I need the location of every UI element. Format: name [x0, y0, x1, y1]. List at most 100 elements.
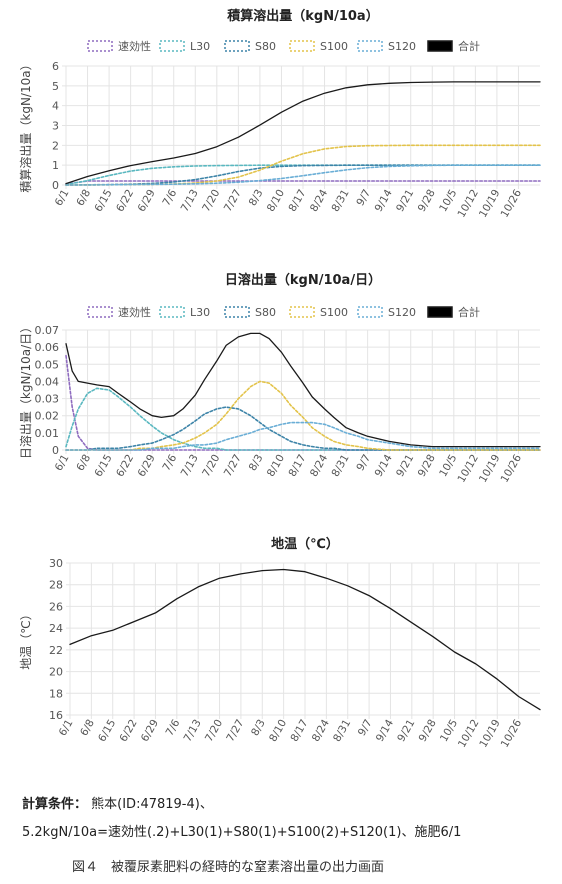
legend-label: S80	[255, 40, 276, 53]
y-tick-label: 0.02	[35, 410, 60, 423]
x-tick-label: 9/28	[416, 453, 438, 479]
calc-conditions-formula: 5.2kgN/10a=速効性(.2)+L30(1)+S80(1)+S100(2)…	[22, 825, 462, 840]
y-tick-label: 5	[52, 80, 59, 93]
x-tick-label: 8/3	[247, 453, 266, 474]
x-tick-label: 6/8	[74, 453, 93, 474]
x-tick-label: 7/6	[160, 452, 179, 473]
y-tick-label: 20	[49, 666, 63, 679]
legend-label: S120	[388, 306, 416, 319]
series-0-line	[65, 180, 541, 185]
legend-swatch	[357, 40, 383, 52]
x-tick-label: 6/15	[92, 453, 114, 479]
series-5-line	[65, 81, 541, 185]
x-tick-label: 7/13	[182, 718, 204, 744]
legend-swatch	[289, 306, 315, 318]
x-tick-label: 8/31	[329, 453, 351, 479]
x-tick-label: 9/14	[374, 717, 396, 744]
legend-swatch	[224, 306, 250, 318]
figure-caption: 図４ 被覆尿素肥料の経時的な窒素溶出量の出力画面	[72, 860, 385, 875]
legend-swatch	[159, 306, 185, 318]
legend-swatch	[87, 306, 113, 318]
calc-conditions-label: 計算条件：	[22, 797, 88, 812]
y-tick-label: 22	[49, 644, 63, 657]
legend-swatch	[87, 40, 113, 52]
x-tick-label: 8/24	[308, 187, 330, 214]
legend-item-4: S120	[357, 40, 416, 53]
y-tick-label: 0.07	[35, 324, 60, 337]
x-tick-label: 8/17	[286, 188, 308, 214]
y-axis-label: 積算溶出量（kgN/10a）	[18, 58, 33, 192]
x-tick-label: 7/20	[203, 718, 225, 744]
legend-label: 合計	[458, 305, 480, 319]
legend-label: 速効性	[118, 305, 151, 319]
legend-label: 速効性	[118, 39, 151, 53]
x-tick-label: 8/3	[247, 188, 266, 209]
x-tick-label: 7/13	[179, 453, 201, 479]
legend-label: S120	[388, 40, 416, 53]
x-tick-label: 8/10	[265, 453, 287, 479]
legend-item-5: 合計	[427, 39, 480, 53]
x-tick-label: 10/26	[499, 452, 525, 484]
chart-title: 日溶出量（kgN/10a/日）	[225, 272, 381, 288]
legend-item-1: L30	[159, 40, 210, 53]
x-tick-label: 7/27	[222, 453, 244, 479]
x-tick-label: 9/28	[416, 188, 438, 214]
y-tick-label: 30	[49, 557, 63, 570]
legend-item-3: S100	[289, 306, 348, 319]
x-tick-label: 6/15	[92, 188, 114, 214]
x-tick-label: 8/3	[249, 718, 268, 739]
y-tick-label: 0.01	[35, 427, 60, 440]
x-tick-label: 6/29	[136, 453, 158, 479]
x-tick-label: 10/5	[437, 188, 459, 214]
legend-label: S80	[255, 306, 276, 319]
x-tick-label: 7/13	[179, 188, 201, 214]
x-tick-label: 6/29	[139, 718, 161, 744]
x-tick-label: 8/17	[286, 453, 308, 479]
legend-item-1: L30	[159, 306, 210, 319]
legend-label: L30	[190, 40, 210, 53]
x-tick-label: 7/27	[222, 188, 244, 214]
legend-label: S100	[320, 40, 348, 53]
legend-swatch	[289, 40, 315, 52]
y-tick-label: 3	[52, 120, 59, 133]
x-tick-label: 9/21	[394, 188, 416, 214]
x-tick-label: 10/26	[499, 717, 525, 749]
y-tick-label: 2	[52, 139, 59, 152]
legend-label: S100	[320, 306, 348, 319]
y-tick-label: 24	[49, 622, 63, 635]
y-tick-label: 18	[49, 687, 63, 700]
cumulative-release-chart: 積算溶出量（kgN/10a） 速効性 L30 S80 S100 S120 合計 0 1 2 3 4 5 6…	[18, 8, 541, 220]
x-tick-label: 8/24	[310, 717, 332, 744]
x-tick-label: 9/21	[395, 718, 417, 744]
x-tick-label: 6/29	[136, 188, 158, 214]
x-tick-label: 9/14	[373, 452, 395, 479]
series-4-line	[65, 164, 541, 186]
y-tick-label: 0	[52, 179, 59, 192]
x-tick-label: 7/27	[224, 718, 246, 744]
y-axis-label: 地温（℃）	[19, 608, 33, 669]
x-tick-label: 7/20	[200, 453, 222, 479]
chart-title: 地温（℃）	[271, 536, 339, 552]
x-tick-label: 10/5	[438, 718, 460, 744]
y-tick-label: 4	[52, 100, 59, 113]
calc-conditions-line1: 計算条件： 熊本(ID:47819-4)、	[22, 793, 213, 812]
x-tick-label: 7/6	[160, 187, 179, 208]
legend-item-3: S100	[289, 40, 348, 53]
legend-item-2: S80	[224, 40, 276, 53]
legend-label: L30	[190, 306, 210, 319]
legend-swatch	[357, 306, 383, 318]
chart-title: 積算溶出量（kgN/10a）	[226, 8, 378, 24]
x-tick-label: 8/31	[329, 188, 351, 214]
y-tick-label: 0.03	[35, 393, 60, 406]
x-tick-label: 10/26	[499, 187, 525, 219]
y-tick-label: 1	[52, 159, 59, 172]
x-tick-label: 6/22	[114, 453, 136, 479]
legend-item-0: 速効性	[87, 39, 151, 53]
y-tick-label: 6	[52, 60, 59, 73]
x-tick-label: 6/8	[78, 718, 97, 739]
y-tick-label: 0.04	[35, 375, 60, 388]
legend-item-2: S80	[224, 306, 276, 319]
y-tick-label: 0.06	[35, 341, 60, 354]
y-tick-label: 16	[49, 709, 63, 722]
